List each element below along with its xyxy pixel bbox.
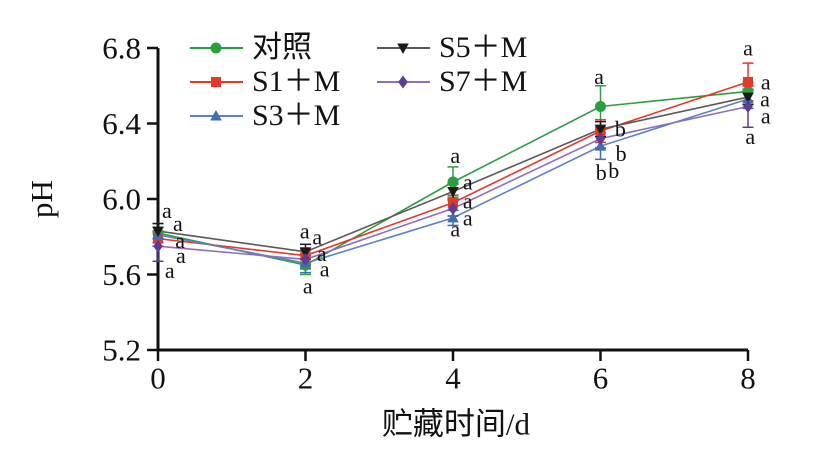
significance-letter: a: [162, 198, 172, 223]
y-tick-label: 5.2: [102, 333, 141, 368]
significance-letter: a: [320, 256, 330, 281]
x-tick-label: 4: [445, 361, 461, 396]
y-axis-title: pH: [24, 180, 59, 218]
significance-letter: a: [176, 243, 186, 268]
data-point-marker: [743, 76, 753, 87]
significance-letter: a: [743, 36, 753, 61]
data-point-marker: [595, 132, 606, 146]
significance-letter: a: [450, 143, 460, 168]
data-point-marker: [743, 100, 753, 114]
y-tick-label: 6.4: [102, 106, 141, 141]
data-point-marker: [152, 226, 164, 238]
x-tick-label: 0: [150, 361, 166, 396]
data-point-marker: [447, 186, 459, 198]
significance-letter: a: [760, 86, 770, 111]
significance-letter: a: [303, 273, 313, 298]
significance-letter: a: [317, 241, 327, 266]
significance-letter: b: [608, 158, 619, 183]
significance-letter: a: [300, 219, 310, 244]
significance-letter: b: [615, 117, 626, 142]
significance-letter: a: [450, 217, 460, 242]
significance-letter: a: [173, 211, 183, 236]
significance-letter: a: [312, 224, 322, 249]
significance-letter: b: [596, 160, 607, 185]
y-tick-label: 5.6: [102, 257, 141, 292]
x-tick-label: 2: [298, 361, 314, 396]
significance-letter: a: [761, 69, 771, 94]
significance-letter: a: [594, 64, 604, 89]
data-point-marker: [595, 101, 606, 113]
data-point-marker: [447, 176, 459, 188]
data-point-marker: [300, 252, 311, 266]
data-point-marker: [594, 140, 607, 151]
significance-letter: b: [616, 141, 627, 166]
y-tick-label: 6.0: [102, 182, 141, 217]
data-point-marker: [448, 201, 458, 215]
data-point-marker: [447, 211, 459, 223]
x-axis-title: 贮藏时间/d: [381, 406, 531, 442]
significance-letter: a: [165, 258, 175, 283]
data-point-marker: [153, 239, 163, 253]
x-tick-label: 6: [593, 361, 609, 396]
significance-letter: a: [761, 103, 771, 128]
data-point-marker: [299, 247, 312, 258]
y-tick-label: 6.8: [102, 31, 141, 66]
significance-letter: a: [175, 228, 185, 253]
data-point-marker: [594, 124, 607, 136]
significance-letter: a: [463, 205, 473, 230]
significance-letter: a: [745, 124, 755, 149]
significance-letter: a: [463, 170, 473, 195]
data-point-marker: [742, 92, 754, 104]
significance-letter: a: [463, 188, 473, 213]
x-tick-label: 8: [740, 361, 756, 396]
